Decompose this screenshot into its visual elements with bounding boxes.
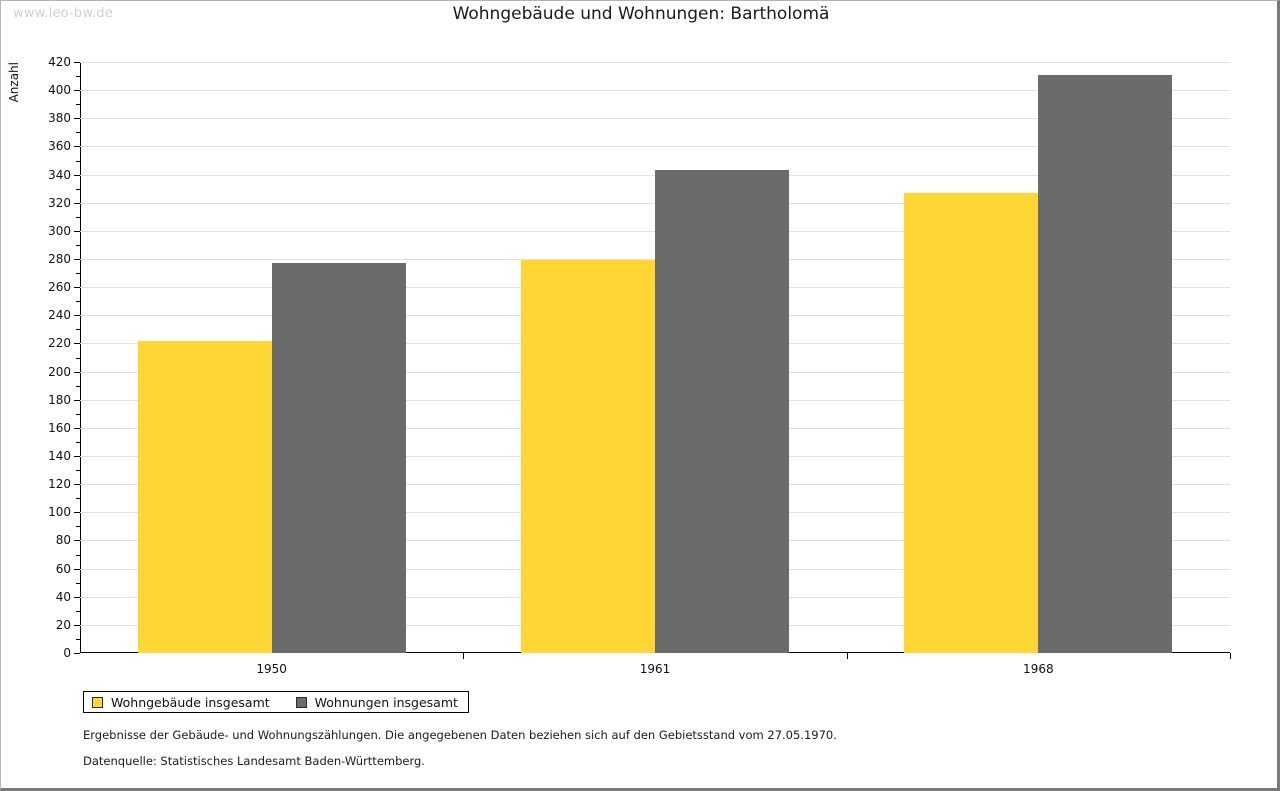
- y-tick-mark-minor: [76, 498, 80, 500]
- y-tick-mark: [74, 315, 80, 317]
- legend-label: Wohngebäude insgesamt: [111, 694, 270, 710]
- y-tick-mark: [74, 596, 80, 598]
- y-tick-mark: [74, 287, 80, 289]
- y-tick-mark: [74, 62, 80, 63]
- y-tick-label: 120: [48, 477, 71, 492]
- y-tick-mark: [74, 456, 80, 457]
- y-tick-label: 40: [55, 589, 71, 604]
- bar-1950-series1[interactable]: [137, 340, 272, 653]
- y-tick-mark: [74, 653, 80, 654]
- y-tick-mark-minor: [76, 188, 80, 190]
- y-tick-mark: [74, 118, 80, 120]
- y-tick-mark: [74, 568, 80, 570]
- y-tick-label: 20: [55, 617, 71, 632]
- legend-item-2[interactable]: Wohnungen insgesamt: [295, 694, 458, 710]
- y-tick-label: 340: [48, 167, 71, 182]
- legend-label: Wohnungen insgesamt: [314, 694, 458, 710]
- y-tick-mark: [74, 174, 80, 176]
- y-tick-label: 200: [48, 364, 71, 379]
- y-tick-label: 280: [48, 252, 71, 266]
- y-tick-label: 80: [55, 533, 71, 548]
- gridline: [80, 146, 1230, 148]
- y-axis-label: Anzahl: [7, 62, 21, 103]
- bar-1968-series1[interactable]: [904, 192, 1039, 653]
- x-tick-mark: [463, 653, 465, 659]
- y-tick-label: 240: [48, 308, 71, 323]
- page-title: Wohngebäude und Wohnungen: Bartholomä: [452, 4, 830, 24]
- bar-1950-series2[interactable]: [271, 263, 406, 653]
- y-tick-label: 380: [48, 111, 71, 126]
- y-tick-mark: [74, 427, 80, 429]
- y-tick-mark-minor: [76, 441, 80, 443]
- legend-swatch-icon: [295, 696, 307, 708]
- legend-item-1[interactable]: Wohngebäude insgesamt: [92, 695, 270, 710]
- y-tick-mark: [74, 540, 80, 542]
- x-tick-label: 1961: [639, 662, 671, 676]
- gridline: [80, 62, 1230, 63]
- x-tick-mark: [846, 653, 848, 659]
- x-tick-label: 1968: [1023, 662, 1054, 676]
- y-tick-label: 220: [48, 336, 71, 351]
- y-tick-mark: [74, 512, 80, 514]
- y-tick-mark-minor: [76, 357, 80, 359]
- y-tick-label: 60: [55, 561, 71, 576]
- gridline: [80, 118, 1230, 120]
- footnote-methodology: Ergebnisse der Gebäude- und Wohnungszähl…: [83, 728, 837, 742]
- y-tick-mark: [74, 371, 80, 373]
- y-tick-mark-minor: [76, 385, 80, 387]
- y-tick-label: 400: [48, 83, 71, 98]
- y-tick-mark: [74, 90, 80, 92]
- y-tick-mark: [74, 230, 80, 232]
- y-tick-mark-minor: [76, 526, 80, 528]
- y-tick-mark-minor: [76, 554, 80, 556]
- y-tick-mark-minor: [76, 301, 80, 303]
- legend-swatch-icon: [92, 696, 103, 708]
- y-tick-mark-minor: [76, 582, 80, 584]
- chart-legend: Wohngebäude insgesamt Wohnungen insgesamt: [83, 691, 469, 713]
- y-tick-mark: [74, 259, 80, 260]
- y-tick-label: 300: [48, 223, 71, 238]
- y-tick-mark-minor: [76, 470, 80, 472]
- x-tick-mark: [1230, 653, 1231, 659]
- y-tick-mark-minor: [76, 413, 80, 415]
- y-tick-mark-minor: [76, 610, 80, 612]
- plot-area: [74, 62, 1231, 659]
- y-tick-mark-minor: [76, 273, 80, 275]
- y-tick-label: 160: [48, 420, 71, 435]
- y-tick-label: 100: [48, 505, 71, 520]
- y-tick-mark-minor: [76, 76, 80, 78]
- y-tick-mark: [74, 202, 80, 204]
- y-tick-label: 180: [48, 392, 71, 407]
- y-tick-mark-minor: [76, 132, 80, 134]
- footnote-datasource: Datenquelle: Statistisches Landesamt Bad…: [83, 754, 425, 768]
- y-tick-mark-minor: [76, 160, 80, 162]
- y-tick-mark: [74, 399, 80, 401]
- y-tick-mark: [74, 146, 80, 148]
- y-tick-label: 320: [48, 195, 71, 210]
- y-tick-mark-minor: [76, 244, 80, 246]
- y-tick-mark: [74, 343, 80, 345]
- y-tick-mark-minor: [76, 329, 80, 331]
- bar-1961-series1[interactable]: [521, 260, 655, 653]
- y-tick-mark-minor: [76, 216, 80, 218]
- x-tick-label: 1950: [256, 662, 287, 676]
- y-tick-label: 260: [48, 280, 71, 295]
- y-tick-mark-minor: [76, 104, 80, 106]
- y-tick-mark: [74, 484, 80, 486]
- bar-1961-series2[interactable]: [655, 170, 789, 653]
- y-tick-label: 420: [48, 55, 71, 69]
- y-tick-mark: [74, 624, 80, 626]
- bar-1968-series2[interactable]: [1038, 74, 1173, 653]
- watermark-text: www.leo-bw.de: [13, 6, 114, 21]
- y-tick-label: 140: [48, 449, 71, 463]
- y-tick-label: 360: [48, 139, 71, 154]
- gridline: [80, 90, 1230, 92]
- y-tick-mark-minor: [76, 638, 80, 640]
- y-tick-label: 0: [63, 646, 71, 660]
